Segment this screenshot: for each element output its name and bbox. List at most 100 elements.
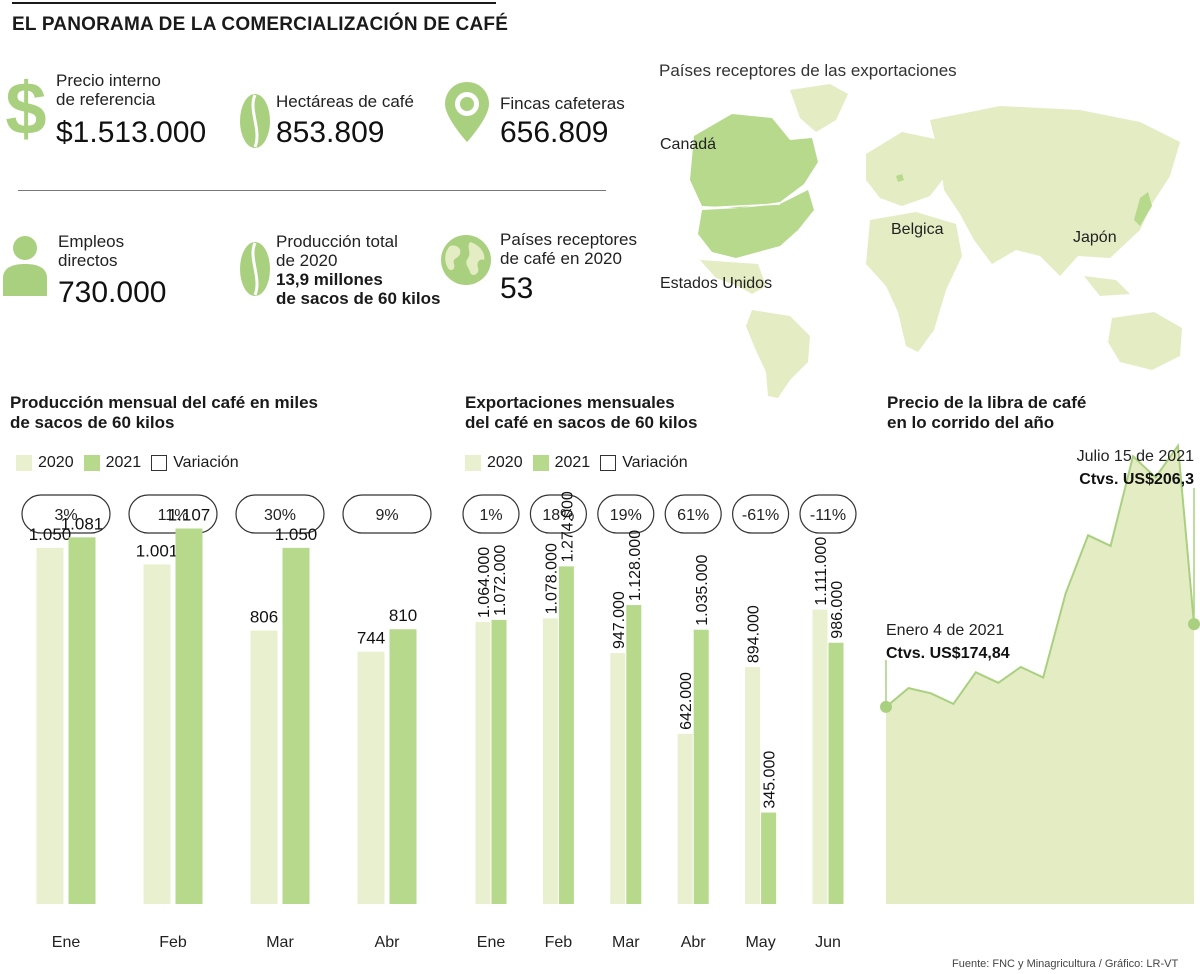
svg-text:$: $ <box>6 70 46 146</box>
bar-2021-Ene <box>491 619 507 904</box>
exp-chart-title-1: Exportaciones mensuales <box>465 393 675 412</box>
data-label: 810 <box>389 606 417 625</box>
category-label: Abr <box>375 934 401 951</box>
bar-2021-Abr <box>693 629 709 904</box>
world-map <box>690 84 1182 398</box>
map-label-canada: Canadá <box>660 136 717 153</box>
empleos-label-2: directos <box>58 251 118 270</box>
globe-icon <box>441 235 491 285</box>
page-title: EL PANORAMA DE LA COMERCIALIZACIÓN DE CA… <box>12 14 509 35</box>
variation-pill <box>235 494 325 534</box>
legend-swatch-variacion <box>151 455 168 471</box>
legend-swatch-2020 <box>16 455 32 471</box>
legend-label-2020: 2020 <box>38 454 74 471</box>
category-label: Ene <box>52 934 81 951</box>
bar-2020-Ene <box>36 547 64 904</box>
category-label: Feb <box>545 934 573 951</box>
fincas-label: Fincas cafeteras <box>500 94 625 113</box>
map-label-japon: Japón <box>1073 229 1117 246</box>
end-annotation-value: Ctvs. US$206,3 <box>1079 471 1194 488</box>
variation-pill <box>462 494 520 534</box>
produccion-label-2: de 2020 <box>276 251 338 270</box>
bar-2020-Feb <box>143 564 171 904</box>
price-area-chart: Enero 4 de 2021 Ctvs. US$174,84 Julio 15 d… <box>880 443 1200 904</box>
price-line <box>885 443 1195 708</box>
variation-pill <box>732 494 790 534</box>
legend-swatch-2021 <box>83 455 100 471</box>
produccion-value-2: de sacos de 60 kilos <box>276 289 441 308</box>
legend-swatch-variacion <box>600 455 617 471</box>
location-pin-icon <box>445 82 489 142</box>
coffee-bean-icon <box>240 242 270 296</box>
map-title: Países receptores de las exportaciones <box>659 61 957 80</box>
variation-pill <box>799 494 857 534</box>
variation-label: 61% <box>677 507 709 524</box>
variation-label: 19% <box>610 507 642 524</box>
stats-divider <box>18 190 606 191</box>
category-label: Abr <box>681 934 707 951</box>
variation-pill <box>529 494 588 534</box>
variation-pill <box>128 494 218 534</box>
data-label: 744 <box>357 629 385 648</box>
category-label: Jun <box>815 934 841 951</box>
precio-label-1: Precio interno <box>56 71 161 90</box>
paises-value: 53 <box>500 272 534 305</box>
hectareas-label: Hectáreas de café <box>276 92 414 111</box>
bar-2021-May <box>761 812 777 904</box>
bar-2020-Mar <box>610 653 626 904</box>
bar-2020-Jun <box>812 609 828 904</box>
legend-label-2021: 2021 <box>105 454 142 471</box>
precio-label-2: de referencia <box>56 90 156 109</box>
data-label: 1.111.000 <box>813 537 830 606</box>
legend-swatch-2020 <box>465 455 481 471</box>
data-label: 1.078.000 <box>543 543 560 614</box>
coffee-bean-icon <box>240 94 270 148</box>
data-label: 806 <box>250 608 278 627</box>
bar-2021-Ene <box>68 537 96 904</box>
price-chart-title-1: Precio de la libra de café <box>887 393 1087 412</box>
production-bar-chart: 3%1.0501.081Ene11%1.0011.107Feb30%8061.0… <box>21 494 432 951</box>
data-label: 1.050 <box>29 525 72 544</box>
bar-2020-Mar <box>250 630 278 904</box>
variation-label: 9% <box>375 507 398 524</box>
start-point <box>880 700 892 713</box>
person-icon <box>3 236 47 296</box>
category-label: May <box>745 934 775 951</box>
variation-label: 11% <box>158 507 189 524</box>
data-label: 1.001 <box>136 541 179 560</box>
data-label: 1.081 <box>61 514 104 533</box>
variation-pill <box>342 494 432 534</box>
produccion-value-1: 13,9 millones <box>276 270 383 289</box>
bar-2021-Feb <box>175 528 203 904</box>
bar-2020-Feb <box>542 618 558 904</box>
start-annotation-date: Enero 4 de 2021 <box>886 622 1004 639</box>
fincas-value: 656.809 <box>500 116 609 149</box>
prod-chart-title-2: de sacos de 60 kilos <box>10 413 175 432</box>
exp-chart-title-2: del café en sacos de 60 kilos <box>465 413 698 432</box>
data-label: 1.107 <box>168 506 211 525</box>
bar-2021-Mar <box>626 605 642 904</box>
category-label: Feb <box>159 934 187 951</box>
price-chart-title-2: en lo corrido del año <box>887 413 1055 432</box>
prod-legend: 2020 2021 Variación <box>16 454 243 472</box>
data-label: 1.128.000 <box>627 530 644 601</box>
variation-pill <box>597 494 655 534</box>
bar-2020-Abr <box>357 651 385 904</box>
map-label-belgica: Belgica <box>891 221 944 238</box>
category-label: Mar <box>612 934 640 951</box>
legend-label-variacion: Variación <box>622 454 688 471</box>
hectareas-value: 853.809 <box>276 116 385 149</box>
bar-2021-Feb <box>558 566 574 904</box>
title-rule <box>12 2 496 4</box>
precio-value: $1.513.000 <box>56 116 207 149</box>
empleos-value: 730.000 <box>58 276 167 309</box>
variation-label: 3% <box>54 507 77 524</box>
map-highlight <box>690 114 1152 258</box>
bar-2020-Ene <box>475 622 491 904</box>
data-label: 1.274.000 <box>559 491 576 562</box>
data-label: 986.000 <box>829 581 846 639</box>
variation-pill <box>21 494 111 534</box>
exports-bar-chart: 1% 1.064.000 1.072.000 Ene 18% 1.078.0001.274… <box>462 491 857 951</box>
price-area <box>886 445 1194 904</box>
source-note: Fuente: FNC y Minagricultura / Gráfico: … <box>952 958 1179 970</box>
